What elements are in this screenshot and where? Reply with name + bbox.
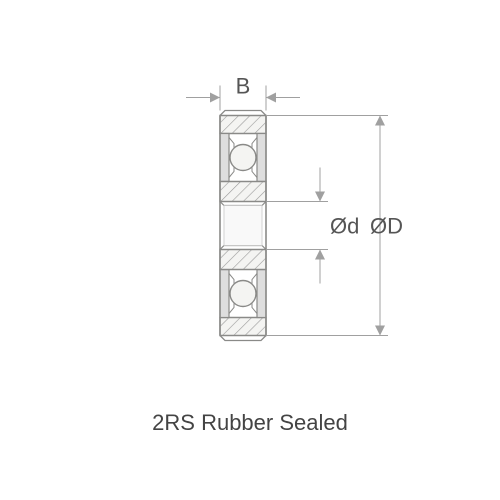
inner-race-bottom [220,250,266,270]
outer-race-bottom [220,318,266,336]
dim-bore-d: Ød [266,168,359,284]
ball-bottom [230,281,256,307]
seal-bot-right [257,270,266,318]
seal-bot-left [220,270,229,318]
dim-width-B: B [186,74,300,111]
ball-top [230,145,256,171]
label-B: B [236,74,251,99]
label-D: ØD [370,214,403,239]
seal-top-left [220,134,229,182]
inner-race-top [220,182,266,202]
label-d: Ød [330,214,359,239]
caption: 2RS Rubber Sealed [0,410,500,436]
seal-top-right [257,134,266,182]
bearing-diagram: B Ød ØD [70,58,430,403]
outer-race-top [220,116,266,134]
